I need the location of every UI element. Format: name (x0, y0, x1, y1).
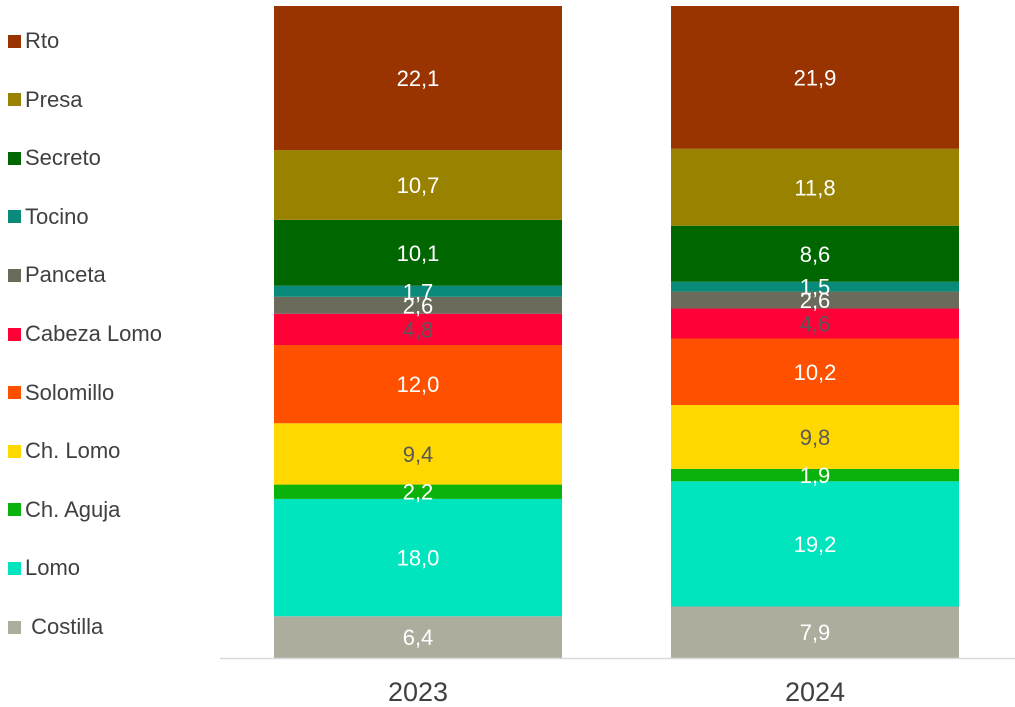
data-label-2023-ch-lomo: 9,4 (403, 442, 434, 467)
data-label-2023-solomillo: 12,0 (397, 372, 440, 397)
legend-swatch (8, 151, 21, 165)
legend-label: Lomo (25, 555, 81, 581)
legend-swatch (8, 561, 21, 575)
legend-swatch (8, 503, 21, 517)
bar-segment-2023-solomillo (274, 345, 562, 424)
legend-label: Solomillo (25, 379, 115, 405)
data-label-2024-presa: 11,8 (794, 175, 835, 200)
bar-segment-2024-solomillo (671, 338, 959, 406)
data-label-2023-costilla: 6,4 (403, 625, 434, 650)
legend-item-ch-aguja: Ch. Aguja (8, 495, 120, 525)
legend-item-rto: Rto (8, 26, 59, 56)
legend-label: Cabeza Lomo (25, 321, 162, 346)
legend-item-tocino: Tocino (8, 202, 89, 232)
data-label-2024-ch-lomo: 9,8 (800, 425, 831, 450)
legend-label: Ch. Aguja (25, 496, 121, 522)
data-label-2024-ch-aguja: 1,9 (800, 463, 831, 488)
bar-segment-2023-rto (274, 6, 562, 151)
legend-item-costilla: Costilla (8, 612, 103, 642)
data-label-2023-panceta: 2,6 (403, 293, 434, 318)
legend-item-secreto: Secreto (8, 143, 101, 173)
legend-label: Ch. Lomo (25, 438, 121, 464)
bar-segment-2024-tocino (671, 281, 959, 292)
data-label-2023-ch-aguja: 2,2 (403, 480, 434, 505)
data-label-2023-lomo: 18,0 (397, 546, 440, 571)
legend-item-cabeza-lomo: Cabeza Lomo (8, 319, 162, 349)
legend-swatch (8, 327, 21, 341)
bar-segment-2023-secreto (274, 219, 562, 286)
bar-segment-2023-ch-aguja (274, 484, 562, 499)
legend-label: Panceta (25, 262, 106, 288)
data-label-2023-cabeza-lomo: 4,8 (403, 317, 434, 342)
bar-segment-2024-presa (671, 148, 959, 226)
legend-label: Secreto (25, 145, 101, 171)
bar-segment-2023-tocino (274, 285, 562, 297)
legend-label: Tocino (25, 203, 89, 229)
legend-swatch (8, 620, 21, 634)
data-label-2024-lomo: 19,2 (794, 532, 837, 557)
bar-segment-2023-presa (274, 150, 562, 220)
data-label-2024-cabeza-lomo: 4,6 (800, 312, 831, 337)
legend-label: Presa (25, 86, 83, 112)
bar-segment-2024-rto (671, 6, 959, 149)
bar-segment-2024-lomo (671, 481, 959, 607)
legend-item-presa: Presa (8, 85, 82, 115)
data-label-2024-rto: 21,9 (794, 65, 837, 90)
legend-swatch (8, 93, 21, 107)
data-label-2023-tocino: 1,7 (403, 279, 434, 304)
legend: Rto Presa Secreto Tocino Panceta Cabeza Lomo S… (8, 0, 218, 660)
legend-item-solomillo: Solomillo (8, 378, 114, 408)
legend-item-panceta: Panceta (8, 260, 106, 290)
legend-swatch (8, 386, 21, 400)
bar-segment-2024-ch-lomo (671, 405, 959, 469)
legend-swatch (8, 34, 21, 48)
data-label-2023-rto: 22,1 (397, 66, 440, 91)
legend-swatch (8, 444, 21, 458)
x-tick-label-2023: 2023 (388, 677, 448, 707)
data-label-2024-panceta: 2,6 (800, 288, 831, 313)
bar-segment-2023-cabeza-lomo (274, 313, 562, 346)
x-tick-label-2024: 2024 (785, 677, 845, 707)
legend-swatch (8, 210, 21, 224)
bar-segment-2023-lomo (274, 498, 562, 617)
data-label-2023-presa: 10,7 (397, 173, 440, 198)
data-label-2024-costilla: 7,9 (800, 620, 831, 645)
data-label-2024-secreto: 8,6 (800, 242, 831, 267)
bar-segment-2024-secreto (671, 225, 959, 282)
legend-label: Costilla (25, 614, 104, 639)
data-label-2024-solomillo: 10,2 (794, 360, 837, 385)
legend-label: Rto (25, 28, 60, 53)
bar-segment-2024-costilla (671, 606, 959, 658)
legend-item-ch-lomo: Ch. Lomo (8, 436, 120, 466)
bar-segment-2024-panceta (671, 291, 959, 309)
bar-segment-2023-ch-lomo (274, 423, 562, 485)
bar-segment-2023-panceta (274, 296, 562, 314)
data-label-2024-tocino: 1,5 (800, 275, 831, 300)
data-label-2023-secreto: 10,1 (397, 241, 440, 266)
bar-segment-2024-ch-aguja (671, 468, 959, 482)
legend-item-lomo: Lomo (8, 553, 80, 583)
bar-segment-2024-cabeza-lomo (671, 308, 959, 339)
bar-segment-2023-costilla (274, 616, 562, 658)
legend-swatch (8, 268, 21, 282)
